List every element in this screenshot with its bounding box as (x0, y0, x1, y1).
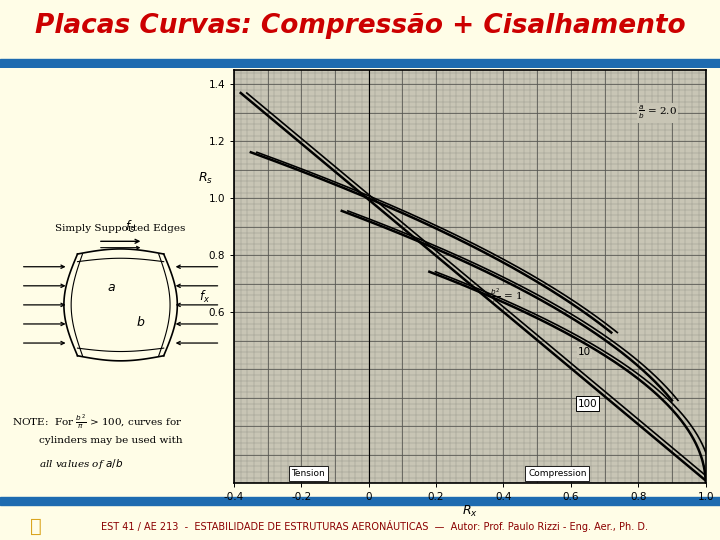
Text: $f_s$: $f_s$ (125, 219, 135, 235)
Text: 🦅: 🦅 (30, 517, 42, 536)
Text: $\frac{b^2}{\pi}$ = 1: $\frac{b^2}{\pi}$ = 1 (490, 286, 522, 305)
Text: 10: 10 (577, 347, 590, 357)
Bar (0, 497, 720, 505)
Bar (0, 59, 720, 68)
Text: NOTE:  For $\frac{b^2}{\pi}$ > 100, curves for: NOTE: For $\frac{b^2}{\pi}$ > 100, curve… (12, 413, 182, 431)
Text: Simply Supported Edges: Simply Supported Edges (55, 224, 186, 233)
Text: $a$: $a$ (107, 281, 116, 294)
Text: EST 41 / AE 213  -  ESTABILIDADE DE ESTRUTURAS AERONÁUTICAS  —  Autor: Prof. Pau: EST 41 / AE 213 - ESTABILIDADE DE ESTRUT… (101, 521, 648, 532)
Text: all values of $a/b$: all values of $a/b$ (39, 457, 123, 471)
Text: Tension: Tension (291, 469, 325, 478)
Y-axis label: $R_s$: $R_s$ (198, 171, 213, 186)
Text: Placas Curvas: Compressão + Cisalhamento: Placas Curvas: Compressão + Cisalhamento (35, 12, 685, 39)
Text: $f_x$: $f_x$ (199, 289, 210, 305)
Text: Compression: Compression (528, 469, 587, 478)
Text: $\frac{a}{b}$ = 2.0: $\frac{a}{b}$ = 2.0 (638, 104, 678, 122)
X-axis label: $R_x$: $R_x$ (462, 504, 478, 519)
Text: $b$: $b$ (136, 315, 145, 329)
Text: 100: 100 (577, 399, 597, 409)
Text: cylinders may be used with: cylinders may be used with (39, 436, 183, 446)
